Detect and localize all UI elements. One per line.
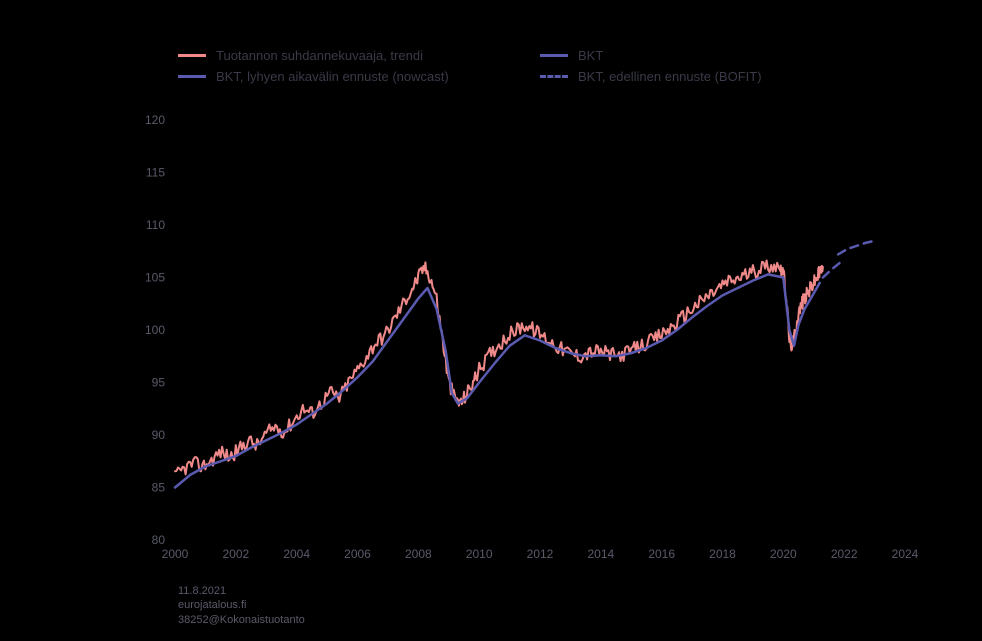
svg-text:2014: 2014 xyxy=(587,547,614,561)
svg-text:2018: 2018 xyxy=(709,547,736,561)
footer: 11.8.2021 eurojatalous.fi 38252@Kokonais… xyxy=(178,584,305,627)
svg-text:2000: 2000 xyxy=(162,547,189,561)
svg-text:2020: 2020 xyxy=(770,547,797,561)
svg-text:95: 95 xyxy=(152,376,166,390)
svg-text:120: 120 xyxy=(145,113,165,127)
svg-text:85: 85 xyxy=(152,481,166,495)
svg-text:80: 80 xyxy=(152,533,166,547)
svg-text:115: 115 xyxy=(146,166,165,180)
svg-text:105: 105 xyxy=(145,271,165,285)
svg-text:2012: 2012 xyxy=(527,547,554,561)
svg-text:2022: 2022 xyxy=(831,547,858,561)
svg-text:90: 90 xyxy=(152,428,166,442)
line-chart: 80 85 90 95 100 105 110 115 120 2000 2002 2004 2006 2… xyxy=(0,0,982,641)
svg-text:100: 100 xyxy=(145,323,165,337)
svg-text:2004: 2004 xyxy=(283,547,310,561)
svg-text:2002: 2002 xyxy=(222,547,249,561)
svg-text:110: 110 xyxy=(146,218,165,232)
svg-text:2016: 2016 xyxy=(648,547,675,561)
svg-text:2024: 2024 xyxy=(892,547,919,561)
svg-text:2008: 2008 xyxy=(405,547,432,561)
footer-date: 11.8.2021 xyxy=(178,584,305,598)
footer-source: eurojatalous.fi xyxy=(178,598,305,612)
footer-id: 38252@Kokonaistuotanto xyxy=(178,613,305,627)
chart-container: Tuotannon suhdannekuvaaja, trendi BKT, l… xyxy=(0,0,982,641)
svg-text:2010: 2010 xyxy=(466,547,493,561)
svg-text:2006: 2006 xyxy=(344,547,371,561)
